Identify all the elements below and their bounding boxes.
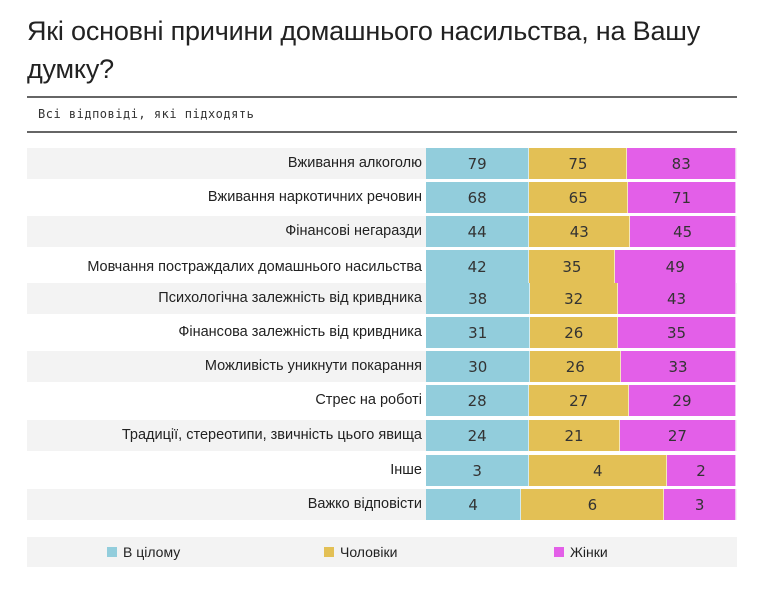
legend-label: В цілому bbox=[123, 544, 181, 560]
stacked-bar: 68 65 71 bbox=[426, 182, 736, 213]
category-label: Фінансова залежність від кривдника bbox=[178, 324, 422, 340]
bar-segment-overall: 31 bbox=[426, 317, 531, 348]
bar-segment-women: 49 bbox=[615, 250, 736, 284]
bar-segment-men: 27 bbox=[529, 385, 629, 416]
bar-segment-women: 33 bbox=[621, 351, 736, 382]
bar-segment-women: 83 bbox=[627, 148, 736, 179]
chart-row: Фінансова залежність від кривдника 31 26 35 bbox=[27, 317, 737, 348]
bar-segment-men: 32 bbox=[530, 283, 619, 314]
bar-segment-overall: 42 bbox=[426, 250, 530, 284]
bar-segment-overall: 79 bbox=[426, 148, 530, 179]
bar-segment-women: 35 bbox=[618, 317, 736, 348]
chart-row: Фінансові негаразди 44 43 45 bbox=[27, 216, 737, 247]
legend-item-men: Чоловіки bbox=[324, 537, 397, 567]
bar-segment-men: 21 bbox=[529, 420, 620, 451]
category-label: Можливість уникнути покарання bbox=[204, 358, 422, 374]
bar-segment-overall: 30 bbox=[426, 351, 531, 382]
category-label: Інше bbox=[390, 462, 422, 478]
legend-label: Жінки bbox=[570, 544, 608, 560]
bar-segment-women: 29 bbox=[628, 385, 736, 416]
bar-segment-men: 26 bbox=[530, 317, 619, 348]
bar-segment-overall: 44 bbox=[426, 216, 530, 247]
bar-segment-overall: 38 bbox=[426, 283, 531, 314]
bar-segment-men: 6 bbox=[521, 489, 665, 520]
bar-segment-overall: 4 bbox=[426, 489, 522, 520]
bar-segment-women: 2 bbox=[667, 455, 736, 486]
bar-segment-men: 75 bbox=[529, 148, 628, 179]
stacked-bar: 42 35 49 bbox=[426, 250, 736, 284]
stacked-bar: 44 43 45 bbox=[426, 216, 736, 247]
stacked-bar: 30 26 33 bbox=[426, 351, 736, 382]
chart-row: Вживання алкоголю 79 75 83 bbox=[27, 148, 737, 179]
category-label: Традиції, стереотипи, звичність цього яв… bbox=[121, 427, 422, 443]
stacked-bar: 31 26 35 bbox=[426, 317, 736, 348]
legend-item-overall: В цілому bbox=[107, 537, 180, 567]
legend-swatch bbox=[554, 547, 564, 557]
legend-item-women: Жінки bbox=[554, 537, 608, 567]
category-label: Важко відповісти bbox=[307, 496, 422, 512]
stacked-bar: 28 27 29 bbox=[426, 385, 736, 416]
category-label: Стрес на роботі bbox=[315, 392, 422, 408]
chart-subtitle: Всі відповіді, які підходять bbox=[38, 107, 255, 121]
bar-segment-overall: 3 bbox=[426, 455, 530, 486]
bar-segment-men: 4 bbox=[529, 455, 668, 486]
divider-bottom bbox=[27, 131, 737, 133]
stacked-bar: 24 21 27 bbox=[426, 420, 736, 451]
category-label: Вживання алкоголю bbox=[287, 155, 422, 171]
bar-segment-men: 35 bbox=[529, 250, 616, 284]
category-label: Мовчання постраждалих домашнього насильс… bbox=[87, 258, 422, 275]
category-label: Психологічна залежність від кривдника bbox=[158, 290, 422, 306]
category-label: Фінансові негаразди bbox=[285, 223, 422, 239]
bar-segment-women: 71 bbox=[628, 182, 736, 213]
chart-title: Які основні причини домашнього насильств… bbox=[27, 16, 701, 84]
bar-segment-overall: 24 bbox=[426, 420, 530, 451]
chart-row: Стрес на роботі 28 27 29 bbox=[27, 385, 737, 416]
chart-row: Традиції, стереотипи, звичність цього яв… bbox=[27, 420, 737, 451]
divider-top bbox=[27, 96, 737, 98]
chart-row: Інше 3 4 2 bbox=[27, 455, 737, 486]
legend-swatch bbox=[107, 547, 117, 557]
bar-segment-men: 65 bbox=[529, 182, 629, 213]
chart-row: Вживання наркотичних речовин 68 65 71 bbox=[27, 182, 737, 213]
bar-segment-women: 43 bbox=[618, 283, 736, 314]
legend: В цілому Чоловіки Жінки bbox=[27, 537, 737, 567]
stacked-bar: 79 75 83 bbox=[426, 148, 736, 179]
bar-segment-overall: 28 bbox=[426, 385, 530, 416]
category-label: Вживання наркотичних речовин bbox=[207, 189, 422, 205]
bar-segment-women: 3 bbox=[664, 489, 736, 520]
legend-swatch bbox=[324, 547, 334, 557]
bar-segment-women: 45 bbox=[630, 216, 736, 247]
legend-label: Чоловіки bbox=[340, 544, 398, 560]
chart-row: Мовчання постраждалих домашнього насильс… bbox=[27, 250, 737, 284]
bar-segment-overall: 68 bbox=[426, 182, 530, 213]
bar-segment-men: 43 bbox=[529, 216, 631, 247]
chart-row: Психологічна залежність від кривдника 38 3… bbox=[27, 283, 737, 314]
stacked-bar: 38 32 43 bbox=[426, 283, 736, 314]
chart-row: Важко відповісти 4 6 3 bbox=[27, 489, 737, 520]
bar-segment-men: 26 bbox=[530, 351, 622, 382]
chart-row: Можливість уникнути покарання 30 26 33 bbox=[27, 351, 737, 382]
bar-segment-women: 27 bbox=[619, 420, 736, 451]
